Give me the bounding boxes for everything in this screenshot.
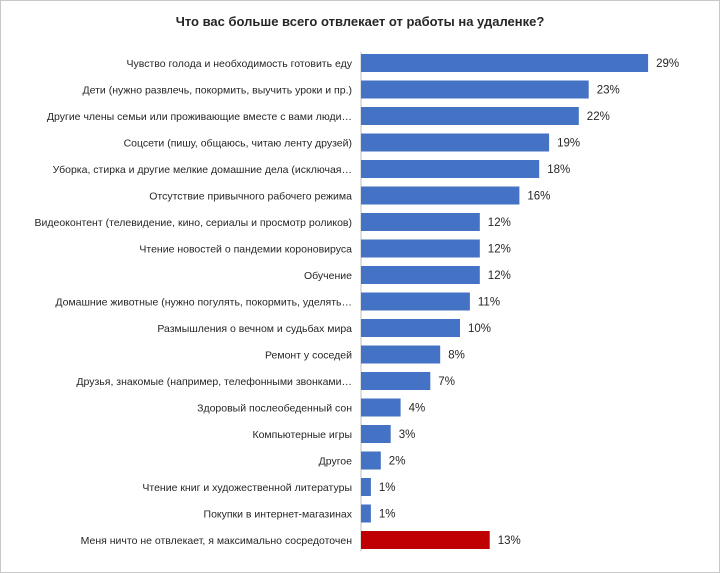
bar xyxy=(361,133,550,152)
category-label: Ремонт у соседей xyxy=(265,350,352,362)
category-label: Дети (нужно развлечь, покормить, выучить… xyxy=(83,85,352,97)
bar xyxy=(361,266,480,284)
data-label: 12% xyxy=(488,244,511,256)
bar xyxy=(361,54,649,72)
bar xyxy=(361,160,540,178)
bar xyxy=(361,107,579,125)
category-label: Размышления о вечном и судьбах мира xyxy=(157,323,352,335)
category-label: Отсутствие привычного рабочего режима xyxy=(149,191,352,203)
category-label: Обучение xyxy=(304,270,352,282)
data-label: 4% xyxy=(409,403,426,415)
category-label: Здоровый послеобеденный сон xyxy=(197,403,352,415)
bar xyxy=(361,319,460,337)
category-label: Другое xyxy=(319,456,353,468)
data-label: 23% xyxy=(597,85,620,97)
data-label: 7% xyxy=(438,376,455,388)
chart-title: Что вас больше всего отвлекает от работы… xyxy=(175,14,545,29)
data-label: 10% xyxy=(468,323,491,335)
category-label: Покупки в интернет-магазинах xyxy=(204,509,353,521)
category-label: Видеоконтент (телевидение, кино, сериалы… xyxy=(35,217,353,229)
data-label: 22% xyxy=(587,111,610,123)
category-label: Чувство голода и необходимость готовить … xyxy=(127,58,353,70)
category-label: Уборка, стирка и другие мелкие домашние … xyxy=(53,164,352,176)
data-label: 1% xyxy=(379,509,396,521)
category-label: Другие члены семьи или проживающие вмест… xyxy=(47,111,352,123)
data-label: 2% xyxy=(389,456,406,468)
data-label: 3% xyxy=(399,429,416,441)
bar xyxy=(361,425,391,443)
data-label: 1% xyxy=(379,482,396,494)
bar xyxy=(361,372,431,390)
bar xyxy=(361,239,480,258)
data-label: 16% xyxy=(527,191,550,203)
data-label: 12% xyxy=(488,270,511,282)
bar xyxy=(361,451,381,470)
data-label: 13% xyxy=(498,535,521,547)
bar xyxy=(361,292,470,311)
bar xyxy=(361,345,441,364)
data-label: 12% xyxy=(488,217,511,229)
data-label: 19% xyxy=(557,138,580,150)
bar xyxy=(361,186,520,205)
category-label: Компьютерные игры xyxy=(252,429,352,441)
bar xyxy=(361,504,371,523)
bar xyxy=(361,80,589,99)
bar xyxy=(361,531,490,549)
data-label: 29% xyxy=(656,58,679,70)
category-label: Соцсети (пишу, общаюсь, читаю ленту друз… xyxy=(124,138,352,150)
bar xyxy=(361,398,401,417)
category-label: Чтение новостей о пандемии короновируса xyxy=(139,244,352,256)
data-label: 11% xyxy=(478,297,500,309)
bar xyxy=(361,213,480,231)
data-label: 18% xyxy=(547,164,570,176)
category-label: Друзья, знакомые (например, телефонными … xyxy=(76,376,352,388)
category-label: Чтение книг и художественной литературы xyxy=(142,482,352,494)
category-label: Домашние животные (нужно погулять, покор… xyxy=(55,297,352,309)
data-label: 8% xyxy=(448,350,465,362)
category-label: Меня ничто не отвлекает, я максимально с… xyxy=(81,535,353,547)
bar xyxy=(361,478,371,496)
